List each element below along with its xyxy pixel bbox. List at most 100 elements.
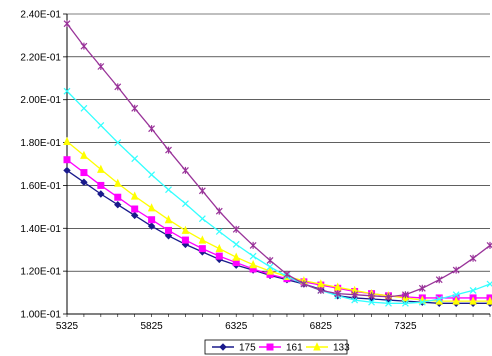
- series-4-point-12: [266, 256, 274, 264]
- x-tick-label-2: 6325: [225, 321, 248, 332]
- series-4-point-9: [215, 207, 223, 215]
- series-1-point-5: [148, 216, 156, 224]
- series-2-point-10: [232, 252, 240, 261]
- series-4-point-23: [452, 266, 460, 274]
- y-tick-label-2: 1.40E-01: [20, 224, 61, 235]
- series-2-point-6: [164, 215, 173, 224]
- series-4-point-19: [385, 293, 392, 301]
- series-1-point-6: [165, 226, 173, 234]
- y-tick-label-1: 1.20E-01: [20, 267, 61, 278]
- axes: [63, 13, 491, 317]
- legend-entry-2: 133: [306, 342, 350, 354]
- legend-entry-0: 175: [212, 343, 256, 354]
- series-3-point-11: [249, 252, 257, 260]
- series-2-point-7: [181, 225, 190, 234]
- series-3-point-22: [435, 295, 443, 303]
- series-1-point-4: [131, 205, 139, 213]
- y-tick-label-4: 1.80E-01: [20, 138, 61, 149]
- series-1: [63, 156, 492, 302]
- x-tick-label-3: 6825: [310, 321, 333, 332]
- series-3-point-19: [385, 299, 392, 307]
- series-3-point-25: [486, 280, 492, 288]
- x-axis-tick-labels: 5325 5825 6325 6825 7325: [56, 321, 417, 332]
- series-2-point-2: [97, 164, 105, 173]
- legend-label-1: 161: [286, 343, 303, 354]
- series-3-point-10: [232, 240, 240, 248]
- series-4-point-2: [97, 63, 105, 70]
- series-3: [63, 87, 492, 307]
- x-tick-label-4: 7325: [394, 321, 417, 332]
- series-1-point-3: [114, 193, 122, 201]
- series-3-point-12: [266, 263, 274, 271]
- y-tick-label-5: 2.00E-01: [20, 95, 61, 106]
- series-3-point-8: [198, 215, 206, 223]
- series-3-point-18: [368, 298, 375, 306]
- x-tick-label-1: 5825: [140, 321, 163, 332]
- series-4-point-14: [300, 280, 308, 288]
- series-3-point-21: [418, 298, 426, 306]
- series-3-point-24: [469, 287, 477, 294]
- series-4-point-22: [435, 276, 443, 284]
- series-group: [63, 20, 492, 307]
- series-4-point-15: [317, 286, 325, 294]
- series-4-point-3: [114, 83, 122, 91]
- series-2-point-1: [80, 150, 88, 159]
- series-3-point-0: [63, 87, 71, 95]
- series-1-point-7: [181, 236, 189, 244]
- series-2-point-24: [469, 296, 477, 305]
- series-4-point-6: [165, 146, 172, 154]
- series-line-4: [66, 23, 491, 298]
- legend-swatch-marker-1: [266, 343, 274, 351]
- legend-label-0: 175: [239, 343, 256, 354]
- series-3-point-4: [131, 155, 139, 163]
- series-4-point-17: [351, 291, 359, 299]
- series-2-point-0: [63, 136, 71, 145]
- series-4-point-7: [182, 166, 189, 174]
- y-tick-label-6: 2.20E-01: [20, 52, 61, 63]
- series-line-3: [66, 90, 491, 304]
- series-1-point-9: [215, 252, 223, 260]
- series-4-point-18: [368, 292, 375, 300]
- series-3-point-20: [401, 299, 409, 307]
- legend-entry-1: 161: [259, 343, 303, 354]
- series-2-point-9: [215, 243, 224, 253]
- series-2-point-23: [452, 296, 460, 305]
- series-0-point-0: [63, 166, 71, 175]
- series-3-point-3: [114, 139, 122, 146]
- series-3-point-1: [80, 104, 88, 112]
- y-tick-label-0: 1.00E-01: [20, 310, 61, 321]
- series-3-point-7: [182, 200, 189, 208]
- series-4-point-11: [249, 241, 257, 249]
- series-3-point-17: [351, 296, 359, 304]
- series-0-point-6: [164, 232, 173, 240]
- series-2-point-8: [198, 235, 207, 244]
- series-4-point-8: [198, 187, 206, 195]
- legend-swatch-marker-2: [313, 342, 321, 351]
- series-4-point-20: [401, 291, 409, 299]
- y-tick-label-7: 2.40E-01: [20, 10, 61, 21]
- series-4-point-13: [283, 270, 291, 278]
- series-4-point-1: [80, 42, 88, 50]
- legend-swatch-marker-0: [219, 343, 227, 351]
- series-0-point-3: [114, 201, 122, 209]
- x-tick-label-0: 5325: [56, 321, 79, 332]
- series-4: [63, 20, 492, 301]
- series-2-point-3: [113, 178, 122, 187]
- series-3-point-2: [97, 122, 105, 129]
- series-2-point-5: [147, 203, 156, 212]
- series-1-point-2: [97, 181, 105, 189]
- series-0-point-2: [97, 190, 105, 198]
- legend: 175 161 133: [204, 339, 350, 355]
- series-2-point-11: [249, 260, 257, 269]
- series-4-point-4: [131, 104, 139, 112]
- series-4-point-5: [148, 125, 156, 133]
- series-4-point-10: [232, 225, 240, 233]
- series-4-point-0: [63, 20, 71, 28]
- series-2: [63, 136, 492, 305]
- series-1-point-1: [80, 169, 88, 177]
- series-0-point-4: [130, 211, 139, 220]
- series-4-point-16: [334, 290, 342, 298]
- series-line-0: [66, 169, 490, 304]
- gridlines: [67, 13, 490, 315]
